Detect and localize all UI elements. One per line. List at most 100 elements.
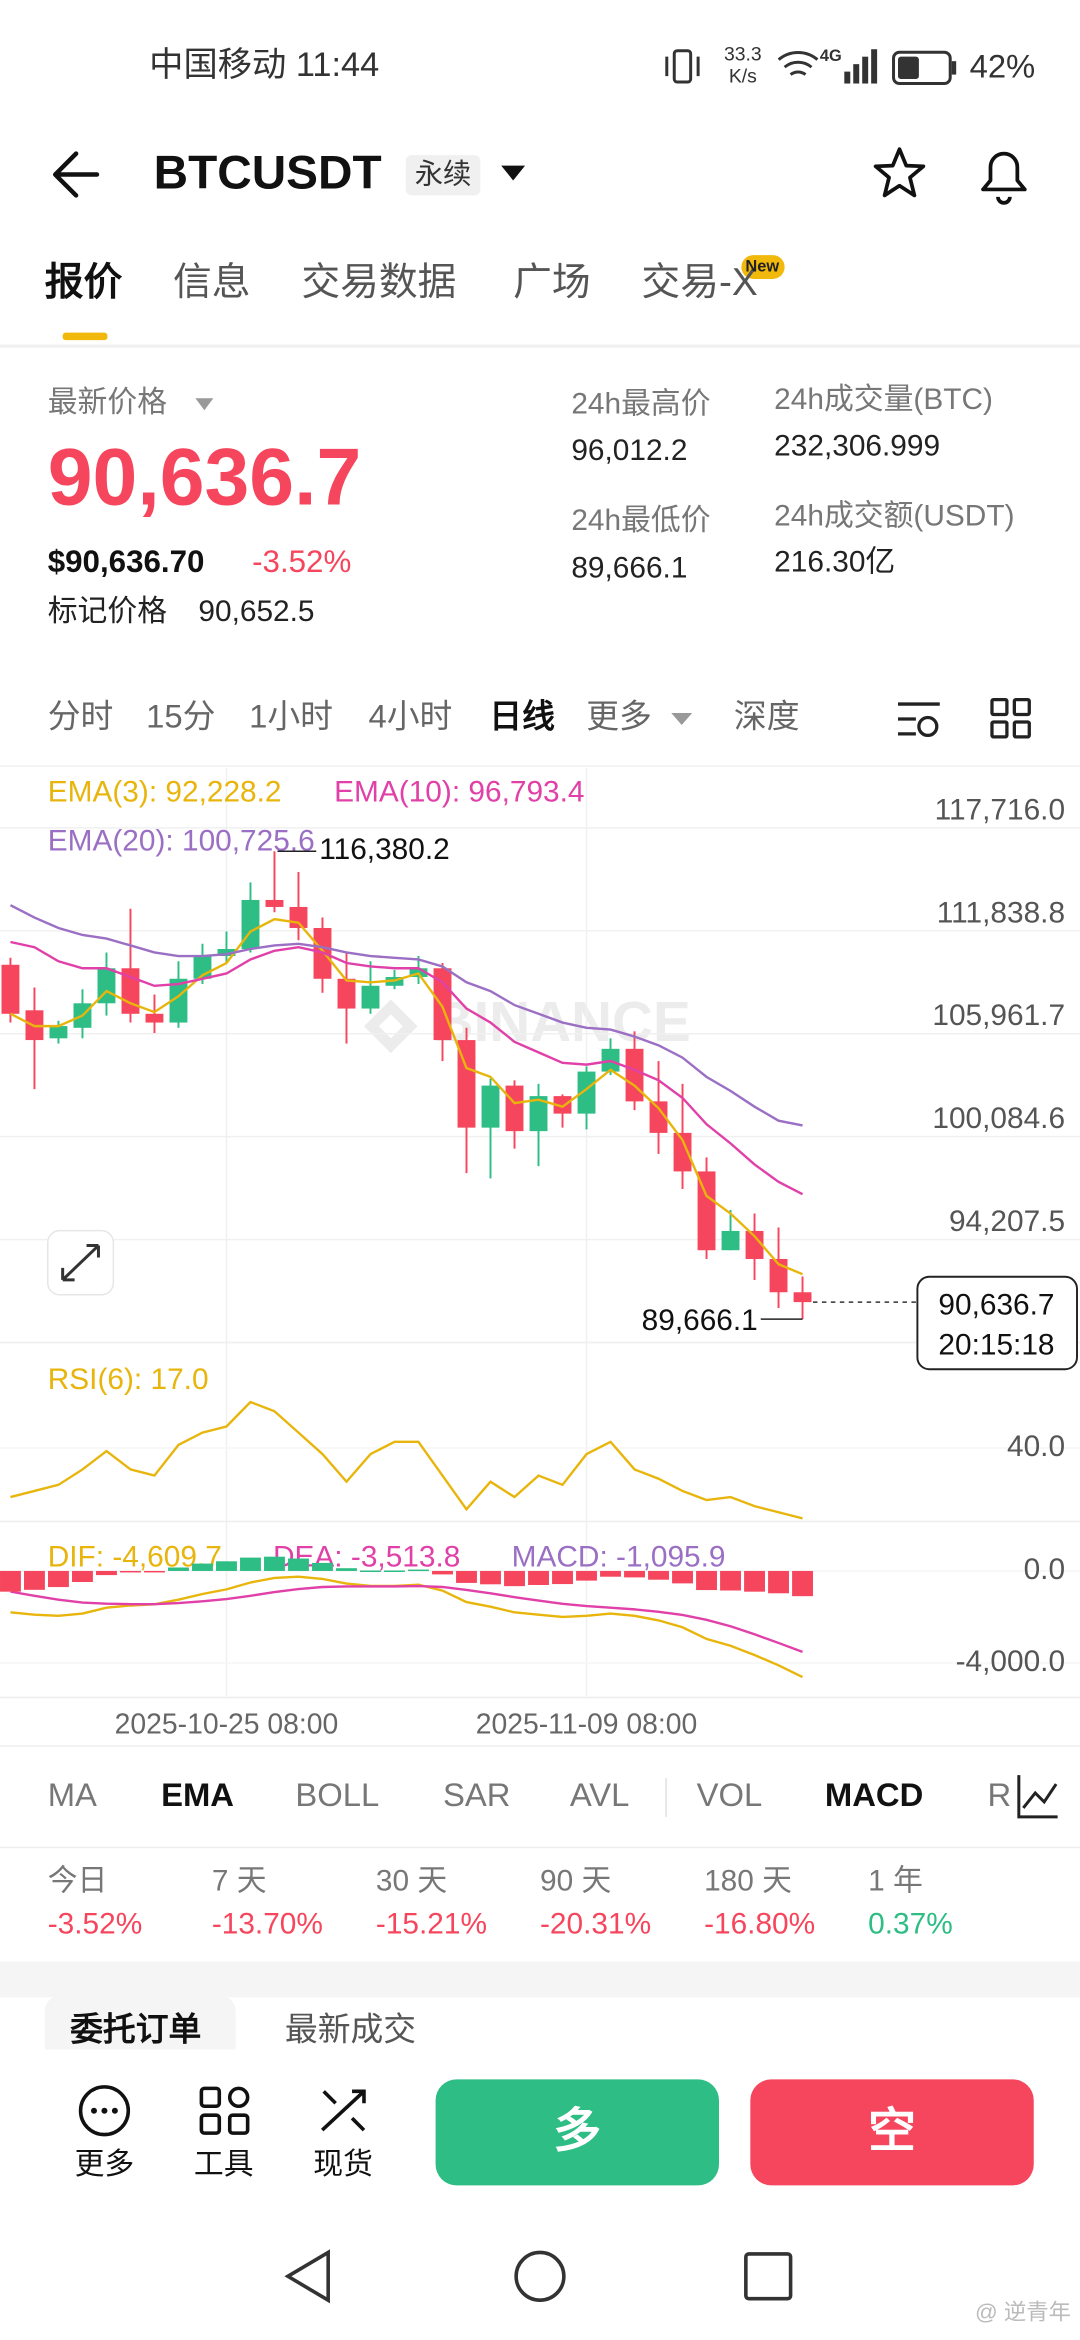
candle-body (697, 1171, 716, 1251)
macd-bar (384, 1570, 405, 1572)
macd-bar (624, 1570, 645, 1578)
interval-tab[interactable]: 分时 (48, 698, 114, 735)
macd-bar (576, 1570, 597, 1581)
net-speed-unit: K/s (729, 66, 757, 88)
alert-button[interactable] (981, 151, 1027, 205)
interval-tab[interactable]: 15分 (146, 698, 215, 735)
interval-tab[interactable]: 更多 (586, 698, 652, 735)
order-tab[interactable]: 委托订单 (70, 2010, 201, 2047)
separator (0, 1745, 1080, 1747)
signal-bar (853, 64, 860, 84)
y-tick-label: 94,207.5 (949, 1205, 1065, 1238)
indicator-tab[interactable]: MA (48, 1776, 97, 1813)
order-tab-active[interactable] (44, 1995, 236, 2062)
period-change: -15.21% (376, 1908, 487, 1941)
tab[interactable]: 交易数据 (301, 261, 456, 304)
candle-body (361, 985, 380, 1009)
nav-back[interactable] (284, 2249, 330, 2304)
long-button[interactable] (435, 2079, 720, 2186)
separator (0, 1846, 1080, 1849)
volume-value: 232,306.999 (774, 429, 940, 462)
contract-badge (405, 155, 481, 196)
indicator-tab[interactable]: R (988, 1776, 1012, 1813)
interval-tab[interactable]: 1小时 (249, 698, 333, 735)
tools-label[interactable]: 工具 (194, 2148, 254, 2181)
legend-entry: EMA(20): 100,725.6 (48, 825, 315, 858)
countdown-label: 20:15:18 (938, 1329, 1054, 1362)
indicator-tab[interactable]: VOL (697, 1776, 763, 1813)
settings-icon[interactable] (898, 702, 940, 736)
net-speed: 33.3 (724, 43, 762, 65)
macd-bar (648, 1570, 669, 1580)
macd-bar (672, 1570, 693, 1584)
tab[interactable]: 交易-X (641, 261, 757, 304)
new-badge-bg (741, 255, 785, 279)
y-tick-label: 0.0 (1024, 1553, 1065, 1586)
layout-icon (1012, 697, 1031, 717)
indicator-tab[interactable]: MACD (825, 1776, 923, 1813)
candle-body (577, 1071, 596, 1114)
vibrate-lines (665, 56, 700, 77)
macd-bar (600, 1570, 621, 1577)
nav-home[interactable] (514, 2250, 566, 2302)
layout-icon[interactable] (990, 697, 1009, 717)
spot-icon[interactable] (320, 2089, 366, 2132)
candle-body (505, 1085, 524, 1132)
usd-price: $90,636.70 (48, 544, 205, 579)
macd-bar (456, 1570, 477, 1583)
macd-bar (288, 1558, 309, 1571)
candle-body (217, 949, 236, 957)
more-label[interactable]: 更多 (75, 2148, 135, 2181)
tab[interactable]: 报价 (45, 261, 123, 304)
indicator-tab[interactable]: BOLL (295, 1776, 379, 1813)
candle-body (1, 964, 20, 1014)
macd-bar (312, 1562, 333, 1571)
y-tick-label: -4,000.0 (956, 1645, 1065, 1678)
wifi-icon (777, 51, 819, 76)
amount-label: 24h成交额(USDT) (774, 499, 1014, 532)
layout-icon (990, 720, 1009, 739)
macd-bar (336, 1568, 357, 1571)
signal-bar (844, 71, 851, 84)
indicator-tab[interactable]: EMA (161, 1776, 234, 1813)
period-label: 1 年 (868, 1864, 923, 1897)
low-label: 24h最低价 (571, 504, 710, 537)
expand-button[interactable] (46, 1229, 115, 1296)
y-tick-label: 100,084.6 (932, 1102, 1065, 1135)
short-label[interactable]: 空 (868, 2105, 916, 2158)
interval-tab[interactable]: 日线 (489, 698, 555, 735)
back-button[interactable] (52, 151, 100, 198)
candle-body (649, 1101, 668, 1133)
tab[interactable]: 广场 (513, 261, 591, 304)
price-dropdown[interactable] (195, 398, 214, 411)
macd-bar (240, 1557, 261, 1571)
tools-icon[interactable] (199, 2086, 222, 2109)
chart-area: BINANCE117,716.0111,838.8105,961.7100,08… (0, 768, 1080, 1740)
latest-price: 90,636.7 (48, 433, 362, 523)
y-tick-label: 40.0 (1007, 1430, 1065, 1463)
spot-label[interactable]: 现货 (313, 2148, 373, 2181)
short-button[interactable] (750, 2079, 1034, 2186)
interval-tab[interactable]: 深度 (734, 698, 800, 735)
favorite-button[interactable] (873, 147, 926, 198)
indicator-settings[interactable] (1017, 1775, 1058, 1819)
nav-recent[interactable] (744, 2252, 793, 2301)
battery-level (898, 56, 919, 80)
symbol-dropdown[interactable] (501, 165, 526, 181)
interval-dropdown[interactable] (671, 713, 693, 725)
macd-bar (72, 1570, 93, 1583)
more-icon[interactable] (78, 2085, 131, 2137)
macd-bar (768, 1570, 789, 1594)
indicator-line (10, 1400, 803, 1520)
interval-tab[interactable]: 4小时 (368, 698, 452, 735)
candle-body (745, 1230, 764, 1259)
indicator-tab[interactable]: AVL (570, 1776, 630, 1813)
tab[interactable]: 信息 (173, 261, 251, 304)
high-label: 116,380.2 (319, 833, 449, 866)
indicator-tab[interactable]: SAR (443, 1776, 510, 1813)
long-label[interactable]: 多 (553, 2105, 601, 2158)
order-tab[interactable]: 最新成交 (285, 2010, 416, 2047)
macd-bar (696, 1570, 717, 1591)
dot (111, 2107, 118, 2114)
